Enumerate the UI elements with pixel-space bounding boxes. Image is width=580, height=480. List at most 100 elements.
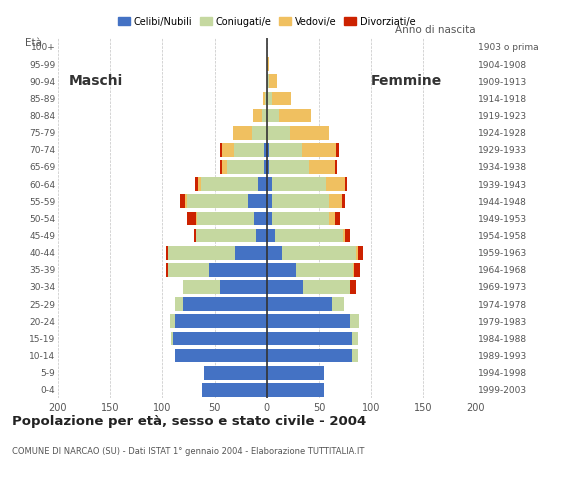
Bar [194, 228, 196, 242]
Bar [220, 280, 267, 294]
Bar [168, 246, 235, 260]
Bar [175, 348, 267, 362]
Bar [267, 263, 296, 276]
Bar [302, 143, 336, 156]
Bar [272, 194, 329, 208]
Bar [353, 348, 358, 362]
Bar [222, 160, 227, 174]
Bar [267, 212, 272, 225]
Bar [350, 280, 356, 294]
Bar [183, 280, 220, 294]
Bar [202, 383, 267, 396]
Bar [356, 246, 358, 260]
Bar [353, 332, 358, 345]
Bar [272, 92, 291, 105]
Bar [336, 143, 339, 156]
Bar [332, 297, 344, 311]
Bar [264, 92, 267, 105]
Bar [282, 246, 356, 260]
Bar [264, 143, 267, 156]
Bar [253, 108, 262, 122]
Bar [227, 160, 264, 174]
Bar [267, 280, 303, 294]
Bar [267, 57, 269, 71]
Bar [259, 177, 267, 191]
Bar [267, 228, 275, 242]
Bar [267, 314, 350, 328]
Bar [195, 177, 198, 191]
Bar [267, 108, 280, 122]
Bar [343, 228, 345, 242]
Bar [267, 348, 353, 362]
Bar [272, 212, 329, 225]
Bar [234, 143, 264, 156]
Bar [267, 194, 272, 208]
Bar [267, 143, 269, 156]
Text: Popolazione per età, sesso e stato civile - 2004: Popolazione per età, sesso e stato civil… [12, 415, 366, 428]
Bar [267, 246, 282, 260]
Bar [197, 212, 254, 225]
Bar [303, 280, 350, 294]
Bar [354, 263, 360, 276]
Bar [165, 246, 168, 260]
Bar [296, 263, 353, 276]
Bar [269, 160, 309, 174]
Bar [187, 212, 196, 225]
Bar [263, 92, 264, 105]
Bar [196, 228, 256, 242]
Bar [204, 366, 267, 380]
Bar [165, 263, 168, 276]
Bar [335, 212, 340, 225]
Bar [342, 194, 345, 208]
Bar [254, 212, 267, 225]
Bar [353, 263, 354, 276]
Text: Età: Età [26, 38, 42, 48]
Bar [252, 126, 267, 140]
Bar [280, 108, 311, 122]
Bar [256, 228, 267, 242]
Bar [170, 314, 175, 328]
Bar [187, 194, 248, 208]
Legend: Celibi/Nubili, Coniugati/e, Vedovi/e, Divorziati/e: Celibi/Nubili, Coniugati/e, Vedovi/e, Di… [114, 12, 419, 30]
Bar [175, 314, 267, 328]
Text: Anno di nascita: Anno di nascita [395, 25, 476, 35]
Bar [175, 297, 183, 311]
Bar [201, 177, 259, 191]
Bar [358, 246, 363, 260]
Bar [209, 263, 267, 276]
Text: Maschi: Maschi [68, 74, 123, 88]
Bar [233, 126, 252, 140]
Bar [267, 177, 272, 191]
Bar [267, 74, 269, 88]
Bar [345, 228, 350, 242]
Bar [222, 143, 234, 156]
Text: Femmine: Femmine [371, 74, 443, 88]
Bar [267, 297, 332, 311]
Bar [269, 143, 302, 156]
Bar [248, 194, 267, 208]
Bar [290, 126, 329, 140]
Bar [267, 126, 290, 140]
Text: COMUNE DI NARCAO (SU) - Dati ISTAT 1° gennaio 2004 - Elaborazione TUTTITALIA.IT: COMUNE DI NARCAO (SU) - Dati ISTAT 1° ge… [12, 446, 364, 456]
Bar [267, 366, 324, 380]
Bar [309, 160, 335, 174]
Bar [329, 194, 342, 208]
Bar [220, 160, 222, 174]
Bar [173, 332, 267, 345]
Bar [220, 143, 222, 156]
Bar [267, 160, 269, 174]
Bar [183, 297, 267, 311]
Bar [350, 314, 358, 328]
Bar [345, 177, 347, 191]
Bar [267, 383, 324, 396]
Bar [264, 160, 267, 174]
Bar [267, 332, 353, 345]
Bar [335, 160, 337, 174]
Bar [180, 194, 186, 208]
Bar [329, 212, 335, 225]
Bar [198, 177, 201, 191]
Bar [171, 332, 173, 345]
Bar [262, 108, 267, 122]
Bar [269, 74, 277, 88]
Bar [275, 228, 343, 242]
